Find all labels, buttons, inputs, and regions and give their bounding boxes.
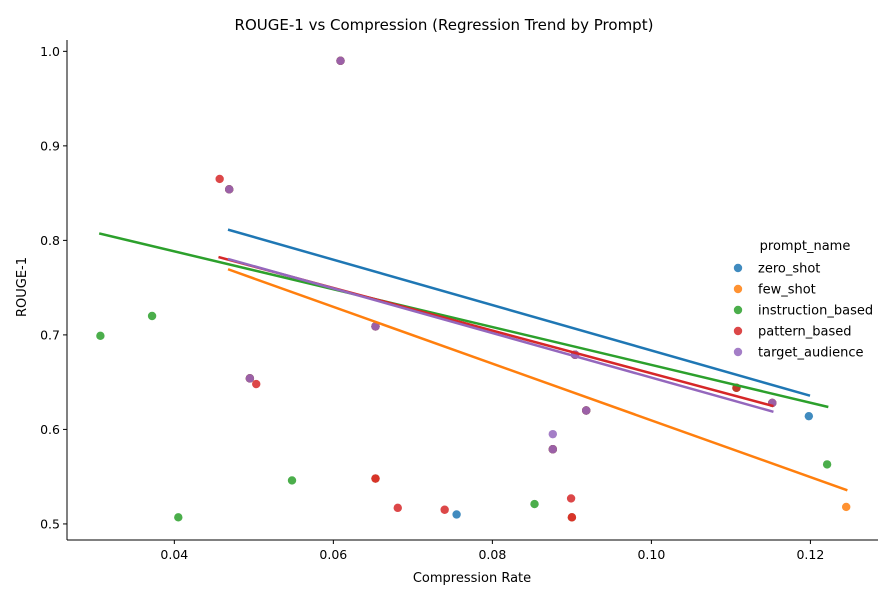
trend-line-few_shot <box>227 268 848 492</box>
x-tick-label-4: 0.12 <box>796 547 824 562</box>
trend-line-instruction_based <box>98 232 829 409</box>
series-target_audience <box>225 56 777 454</box>
point-instruction_based-5 <box>287 476 297 485</box>
legend-label-few_shot: few_shot <box>758 283 816 298</box>
legend: prompt_name zero_shot few_shot instruction… <box>733 239 873 361</box>
point-few_shot-11 <box>842 502 851 512</box>
trend-line-zero_shot <box>227 228 811 397</box>
point-zero_shot-5 <box>452 510 461 519</box>
y-tick-label-5: 1.0 <box>40 44 60 59</box>
y-tick-label-4: 0.9 <box>40 138 60 153</box>
x-tick-label-0: 0.04 <box>160 547 188 562</box>
point-pattern_based-0 <box>215 174 224 184</box>
legend-marker-few_shot <box>733 284 743 294</box>
x-axis-title: Compression Rate <box>413 571 531 586</box>
point-target_audience-1 <box>245 374 255 383</box>
point-instruction_based-2 <box>174 513 183 522</box>
point-instruction_based-1 <box>147 311 157 321</box>
point-pattern_based-10 <box>566 494 576 503</box>
point-target_audience-3 <box>371 322 380 331</box>
point-instruction_based-8 <box>530 499 539 509</box>
point-target_audience-7 <box>582 406 591 415</box>
chart-title: ROUGE-1 vs Compression (Regression Trend… <box>235 16 654 34</box>
legend-marker-target_audience <box>733 347 743 357</box>
point-pattern_based-8 <box>440 505 449 514</box>
x-tick-label-2: 0.08 <box>478 547 506 562</box>
plot-area <box>96 56 851 522</box>
legend-label-pattern_based: pattern_based <box>758 325 852 340</box>
legend-marker-zero_shot <box>733 263 743 273</box>
point-pattern_based-11 <box>567 513 577 522</box>
legend-label-zero_shot: zero_shot <box>758 262 820 277</box>
y-axis-title: ROUGE-1 <box>15 257 30 317</box>
legend-label-target_audience: target_audience <box>758 346 863 361</box>
legend-label-instruction_based: instruction_based <box>758 304 873 319</box>
point-pattern_based-7 <box>393 503 402 513</box>
y-tick-label-2: 0.7 <box>40 327 60 342</box>
point-instruction_based-0 <box>96 331 105 341</box>
point-target_audience-4 <box>548 429 557 439</box>
point-pattern_based-3 <box>252 379 261 389</box>
point-target_audience-5 <box>548 445 557 454</box>
legend-marker-pattern_based <box>733 326 743 336</box>
legend-marker-instruction_based <box>733 305 743 315</box>
point-target_audience-2 <box>336 56 345 65</box>
legend-title: prompt_name <box>760 239 851 254</box>
axes: 0.04 0.06 0.08 0.10 0.12 0.5 0.6 0.7 0.8 0.9 1.0 <box>40 40 878 562</box>
x-tick-label-1: 0.06 <box>319 547 347 562</box>
y-tick-label-3: 0.8 <box>40 233 60 248</box>
point-pattern_based-6 <box>371 474 380 483</box>
point-instruction_based-14 <box>822 460 832 469</box>
point-target_audience-0 <box>225 185 234 194</box>
trend-line-target_audience <box>227 257 774 414</box>
point-zero_shot-11 <box>804 411 814 421</box>
y-tick-label-0: 0.5 <box>40 516 60 531</box>
y-tick-label-1: 0.6 <box>40 422 60 437</box>
x-tick-label-3: 0.10 <box>637 547 665 562</box>
